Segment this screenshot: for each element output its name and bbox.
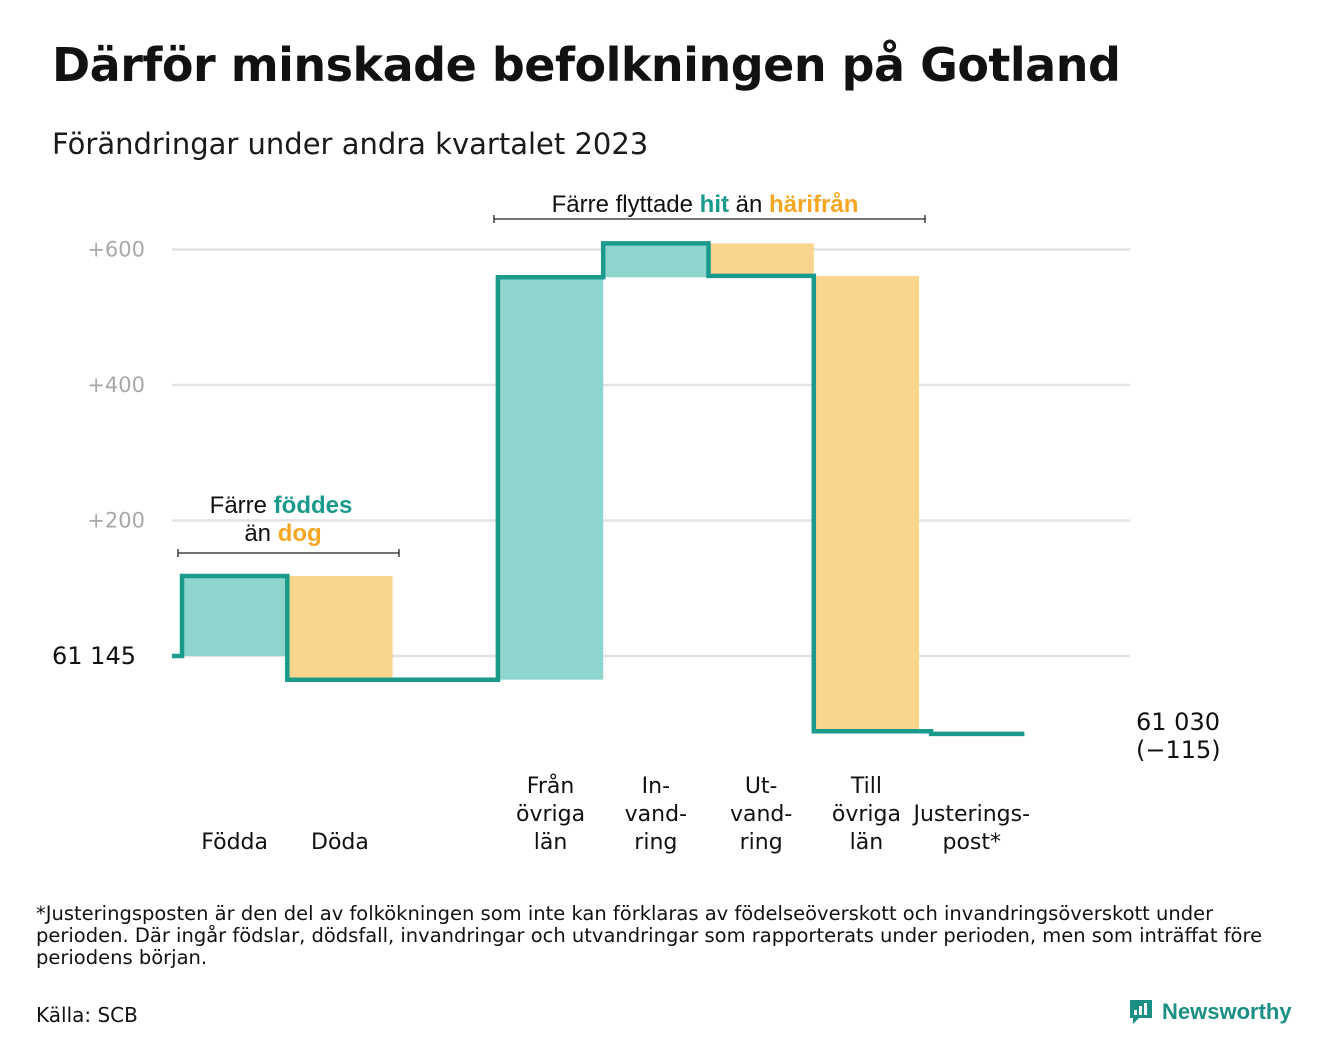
end-change-label: (−115) — [1136, 736, 1221, 764]
bar-out — [287, 576, 393, 680]
category-label: Ut- — [745, 774, 778, 799]
chart-subtitle: Förändringar under andra kvartalet 2023 — [52, 127, 649, 161]
category-label: vand- — [625, 802, 687, 827]
category-label: vand- — [730, 802, 792, 827]
category-label: Döda — [311, 830, 369, 855]
annotation-highlight-orange: dog — [278, 520, 322, 547]
category-label: Till — [850, 774, 882, 799]
waterfall-chart: +200 +400 +600 61 145 Födda Döda Från övriga län… — [52, 191, 1221, 855]
y-tick-label: +400 — [87, 373, 145, 397]
category-label: län — [534, 830, 568, 855]
category-label: övriga — [832, 802, 901, 827]
footnote: *Justeringsposten är den del av folkökni… — [36, 902, 1263, 969]
bar-in — [182, 576, 288, 656]
category-label: län — [850, 830, 884, 855]
annotation-text: Färre flyttade — [552, 191, 700, 218]
brand-logo[interactable]: Newsworthy — [1128, 998, 1292, 1026]
y-tick-label: +200 — [87, 509, 145, 533]
cumulative-step-line — [172, 241, 1025, 737]
annotation-highlight-teal: föddes — [274, 492, 353, 519]
end-value-label: 61 030 — [1136, 708, 1220, 736]
category-label: övriga — [516, 802, 585, 827]
annotation-text: än — [729, 191, 769, 218]
category-label: post* — [942, 830, 1001, 855]
annotation-births-line2: än dog — [244, 520, 321, 547]
bars — [182, 243, 920, 732]
category-label: ring — [634, 830, 677, 855]
annotation-births-line1: Färre föddes — [210, 492, 353, 519]
bar-in — [497, 277, 604, 680]
brand-name: Newsworthy — [1162, 999, 1292, 1024]
category-label: Från — [527, 773, 575, 799]
newsworthy-logo-icon — [1130, 1000, 1152, 1024]
y-tick-label: +600 — [87, 238, 145, 262]
annotation-migration: Färre flyttade hit än härifrån — [552, 191, 859, 218]
bar-in — [603, 243, 709, 278]
source-label: Källa: SCB — [36, 1003, 138, 1027]
category-label: In- — [642, 774, 670, 799]
annotation-highlight-teal: hit — [700, 191, 729, 218]
chart-title: Därför minskade befolkningen på Gotland — [52, 38, 1121, 92]
annotation-text: än — [244, 520, 277, 547]
bar-out — [813, 275, 920, 732]
category-label: Justerings- — [911, 802, 1030, 827]
category-label: ring — [740, 830, 783, 855]
annotation-highlight-orange: härifrån — [769, 191, 858, 218]
bar-out — [708, 243, 814, 276]
start-value-label: 61 145 — [52, 642, 136, 670]
annotation-text: Färre — [210, 492, 274, 519]
category-label: Födda — [201, 830, 268, 855]
